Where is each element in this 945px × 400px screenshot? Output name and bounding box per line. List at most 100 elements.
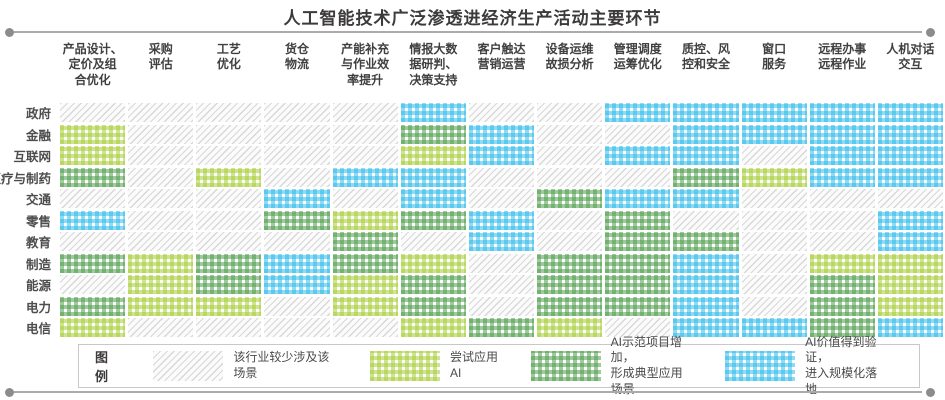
heatmap-cell	[809, 232, 875, 251]
heatmap-cell	[605, 189, 671, 208]
table-row: 互联网	[0, 146, 943, 165]
heatmap-cell	[400, 167, 466, 187]
table-row: 交通	[0, 189, 943, 208]
table-row: 金融	[0, 124, 943, 144]
heatmap-cell	[332, 189, 398, 208]
heatmap-cell	[332, 167, 398, 187]
heatmap-cell	[673, 189, 739, 208]
heatmap-cell	[605, 124, 671, 144]
heatmap-cell	[196, 210, 262, 230]
heatmap-cell	[605, 167, 671, 187]
heatmap-cell	[332, 146, 398, 165]
heatmap-cell	[400, 253, 466, 273]
heatmap-cell	[605, 296, 671, 316]
heatmap-cell	[400, 232, 466, 251]
heatmap-cell	[128, 318, 194, 337]
top-divider-line	[5, 27, 935, 37]
heatmap-cell	[468, 103, 535, 122]
legend-swatch-none	[153, 351, 224, 381]
heatmap-cell	[877, 103, 943, 122]
heatmap-cell	[877, 167, 943, 187]
legend-swatch-try	[369, 351, 440, 381]
heatmap-cell	[877, 146, 943, 165]
heatmap-cell	[877, 124, 943, 144]
heatmap-cell	[877, 253, 943, 273]
heatmap-cell	[741, 103, 807, 122]
row-label-4: 交通	[25, 193, 51, 207]
row-label-7: 制造	[25, 257, 51, 272]
heatmap-cell	[128, 146, 194, 165]
row-label-2: 互联网	[13, 150, 51, 164]
heatmap-cell	[605, 103, 671, 122]
legend-items: 该行业较少涉及该场景 尝试应用AI AI示范项目增加， 形成典型应用场景 AI价值得到…	[153, 335, 919, 397]
heatmap-cell	[264, 167, 330, 187]
heatmap-cell	[128, 103, 194, 122]
heatmap-cell	[196, 167, 262, 187]
heatmap-cell	[741, 189, 807, 208]
heatmap-cell	[60, 103, 126, 122]
table-row: 教育	[0, 232, 943, 251]
heatmap-cell	[60, 167, 126, 187]
heatmap-cell	[537, 146, 603, 165]
table-row: 能源	[0, 275, 943, 294]
legend-item-demo: AI示范项目增加， 形成典型应用场景	[530, 335, 694, 397]
heatmap-cell	[468, 296, 535, 316]
legend-label-try: 尝试应用AI	[449, 350, 498, 380]
heatmap-cell	[741, 253, 807, 273]
heatmap-cell	[673, 275, 739, 294]
legend-item-try: 尝试应用AI	[369, 350, 499, 381]
column-header-8: 管理调度 运筹优化	[613, 42, 662, 72]
column-header-9: 质控、风 控和安全	[681, 42, 730, 72]
column-header-2: 工艺 优化	[216, 42, 241, 72]
heatmap-cell	[468, 146, 535, 165]
heatmap-cell	[60, 296, 126, 316]
column-header-0: 产品设计、 定价及组 合优化	[62, 42, 123, 87]
column-header-4: 产能补充 与作业效 率提升	[341, 42, 390, 87]
heatmap-cell	[741, 232, 807, 251]
heatmap-cell	[468, 210, 535, 230]
heatmap-rows: 政府金融互联网医疗与制药交通零售教育制造能源电力电信	[0, 103, 943, 337]
heatmap-cell	[673, 146, 739, 165]
row-label-5: 零售	[25, 214, 51, 229]
heatmap-cell	[605, 146, 671, 165]
heatmap-cell	[128, 253, 194, 273]
row-label-8: 能源	[25, 279, 51, 293]
heatmap-cell	[537, 318, 603, 337]
heatmap-cell	[264, 253, 330, 273]
column-header-6: 客户触达 营销运营	[477, 42, 526, 72]
heatmap-cell	[468, 189, 535, 208]
legend-box: 图例 该行业较少涉及该场景 尝试应用AI AI示范项目增加， 形成典型应用场景 AI价…	[78, 335, 920, 396]
heatmap-cell	[332, 318, 398, 337]
heatmap-cell	[264, 146, 330, 165]
heatmap-cell	[264, 232, 330, 251]
legend-label-scale: AI价值得到验证， 进入规模化落地	[805, 334, 878, 396]
heatmap-cell	[877, 210, 943, 230]
legend-swatch-demo	[530, 351, 601, 381]
heatmap-cell	[809, 103, 875, 122]
heatmap-cell	[60, 275, 126, 294]
heatmap-cell	[468, 232, 535, 251]
heatmap-cell	[605, 318, 671, 337]
table-row: 医疗与制药	[0, 167, 943, 187]
heatmap-cell	[673, 253, 739, 273]
heatmap-cell	[264, 124, 330, 144]
bottom-divider-line	[5, 387, 935, 397]
heatmap-cell	[264, 189, 330, 208]
heatmap-cell	[400, 124, 466, 144]
heatmap-cell	[468, 253, 535, 273]
heatmap-cell	[196, 103, 262, 122]
heatmap-cell	[741, 124, 807, 144]
heatmap-cell	[537, 124, 603, 144]
heatmap-cell	[673, 318, 739, 337]
heatmap-cell	[264, 296, 330, 316]
heatmap-cell	[537, 167, 603, 187]
heatmap-cell	[741, 146, 807, 165]
heatmap-cell	[809, 124, 875, 144]
row-label-6: 教育	[25, 236, 51, 250]
table-row: 政府	[0, 103, 943, 122]
heatmap-cell	[196, 189, 262, 208]
heatmap-cell	[196, 318, 262, 337]
heatmap-cell	[673, 124, 739, 144]
column-header-3: 货仓 物流	[285, 42, 310, 72]
table-row: 电信	[0, 318, 943, 337]
